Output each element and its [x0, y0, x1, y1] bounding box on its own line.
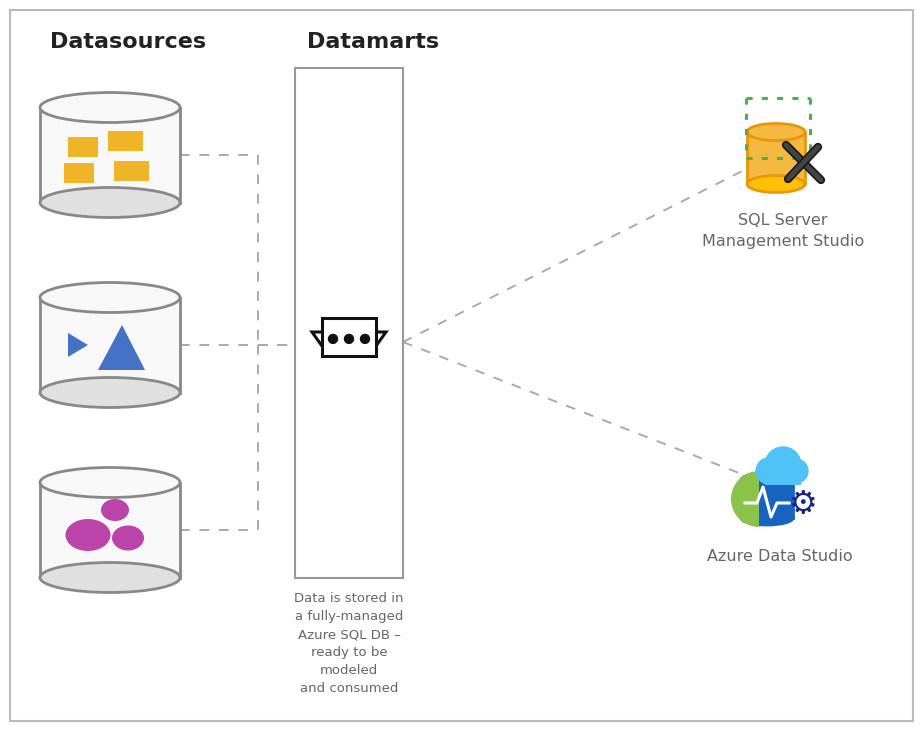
Circle shape: [756, 458, 782, 484]
Text: Azure Data Studio: Azure Data Studio: [707, 549, 853, 564]
Ellipse shape: [741, 473, 793, 487]
Bar: [114, 161, 149, 181]
Bar: [68, 137, 98, 157]
Text: Data is stored in
a fully-managed
Azure SQL DB –
ready to be
modeled
and consume: Data is stored in a fully-managed Azure …: [294, 592, 403, 695]
Ellipse shape: [101, 499, 129, 521]
Ellipse shape: [40, 187, 180, 218]
Circle shape: [361, 334, 369, 344]
Polygon shape: [68, 333, 88, 357]
Ellipse shape: [66, 519, 111, 551]
Ellipse shape: [112, 526, 144, 550]
Bar: [108, 131, 143, 151]
Ellipse shape: [40, 562, 180, 593]
Circle shape: [765, 447, 801, 483]
Ellipse shape: [40, 93, 180, 123]
Ellipse shape: [741, 511, 793, 525]
Bar: [40, 298, 180, 393]
Ellipse shape: [40, 468, 180, 498]
Wedge shape: [731, 471, 759, 527]
Ellipse shape: [40, 377, 180, 407]
Polygon shape: [312, 332, 386, 346]
Text: Datasources: Datasources: [50, 32, 206, 52]
Bar: [747, 132, 805, 184]
Bar: [295, 68, 403, 578]
Ellipse shape: [747, 175, 805, 192]
Circle shape: [329, 334, 338, 344]
Bar: [765, 470, 801, 485]
Ellipse shape: [40, 282, 180, 312]
Text: SQL Server
Management Studio: SQL Server Management Studio: [701, 213, 864, 249]
Polygon shape: [98, 325, 145, 370]
Bar: [64, 163, 94, 183]
Circle shape: [784, 459, 808, 483]
Bar: [40, 107, 180, 202]
Text: ⚙: ⚙: [788, 490, 818, 520]
Bar: [322, 318, 376, 356]
Bar: [40, 482, 180, 577]
Text: Datamarts: Datamarts: [307, 32, 439, 52]
Bar: [741, 480, 793, 518]
Circle shape: [344, 334, 354, 344]
Ellipse shape: [747, 124, 805, 140]
